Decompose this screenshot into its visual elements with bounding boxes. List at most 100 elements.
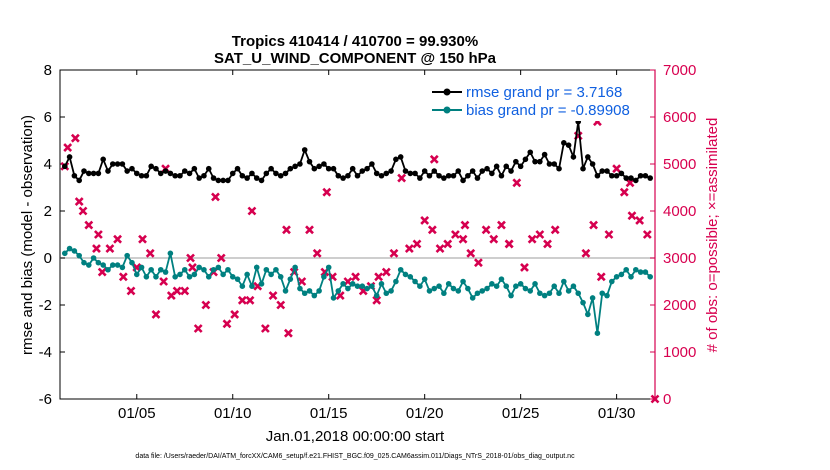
rmse-point: [181, 168, 188, 174]
obs-count-marker: [276, 300, 286, 310]
bias-point: [220, 271, 226, 278]
y-right-tick-label: 5000: [663, 156, 696, 173]
rmse-point: [561, 140, 567, 146]
bias-point: [417, 283, 423, 290]
rmse-point: [580, 165, 586, 172]
bias-point: [76, 252, 82, 259]
data-file-footer: data file: /Users/raeder/DAI/ATM_forcXX/…: [135, 453, 575, 460]
bias-point: [498, 276, 505, 282]
y-right-tick-label: 2000: [663, 297, 696, 314]
obs-count-marker: [283, 328, 293, 338]
rmse-point: [637, 172, 644, 179]
rmse-point: [85, 170, 92, 177]
obs-count-marker: [381, 267, 391, 277]
bias-point: [489, 281, 495, 287]
rmse-point: [76, 177, 82, 184]
bias-point: [287, 276, 294, 282]
obs-count-marker: [268, 291, 278, 301]
bias-point: [90, 255, 97, 261]
obs-count-marker: [650, 394, 660, 404]
obs-count-marker: [372, 295, 382, 305]
bias-point: [445, 281, 452, 287]
bias-point: [441, 290, 447, 297]
bias-point: [388, 288, 394, 294]
rmse-point: [349, 165, 356, 172]
bias-point: [306, 288, 313, 294]
rmse-point: [546, 161, 553, 167]
rmse-point: [119, 161, 126, 167]
rmse-point: [469, 168, 476, 174]
legend-bias-label: bias grand pr = -0.89908: [466, 102, 630, 119]
rmse-point: [172, 172, 178, 179]
bias-point: [277, 274, 284, 280]
bias-point: [532, 281, 538, 287]
rmse-point: [527, 149, 534, 156]
obs-count-marker: [420, 215, 430, 225]
bias-point: [244, 271, 250, 278]
rmse-point: [556, 165, 562, 172]
legend-bias-marker: [443, 106, 451, 114]
obs-count-marker: [282, 225, 291, 235]
rmse-point: [210, 175, 217, 181]
rmse-point: [321, 161, 327, 167]
legend-box: [425, 79, 649, 121]
chart-title-line1: Tropics 410414 / 410700 = 99.930%: [232, 33, 478, 50]
bias-point: [109, 262, 116, 268]
rmse-point: [234, 165, 241, 172]
bias-point: [537, 290, 543, 297]
rmse-point: [609, 172, 615, 179]
rmse-point: [445, 172, 452, 179]
obs-count-marker: [159, 277, 169, 286]
obs-count-marker: [180, 286, 190, 296]
bias-point: [138, 264, 145, 271]
obs-count-marker: [389, 248, 399, 258]
obs-count-marker: [520, 262, 529, 272]
bias-point: [335, 288, 342, 294]
bias-point: [157, 266, 164, 273]
obs-count-marker: [186, 253, 195, 263]
bias-point: [340, 281, 346, 287]
rmse-point: [417, 175, 423, 181]
rmse-point: [364, 165, 370, 172]
bias-point: [210, 266, 217, 273]
bias-point: [330, 295, 337, 301]
bias-point: [325, 264, 332, 271]
y-axis-right-label: # of obs: o=possible; ×=assimilated: [704, 118, 721, 353]
bias-point: [162, 269, 169, 275]
rmse-point: [508, 168, 514, 174]
obs-count-marker: [512, 178, 522, 188]
x-tick-label: 01/25: [502, 405, 540, 422]
y-tick-label: 2: [44, 203, 52, 220]
obs-count-marker: [642, 230, 652, 239]
rmse-point: [205, 165, 212, 172]
rmse-point: [109, 161, 116, 167]
bias-point: [225, 266, 231, 273]
rmse-point: [340, 175, 346, 181]
bias-point: [609, 278, 615, 285]
obs-count-marker: [435, 244, 445, 254]
bias-point: [205, 274, 212, 280]
bias-point: [623, 266, 630, 273]
obs-count-marker: [126, 286, 136, 296]
rmse-point: [474, 175, 481, 181]
bias-point: [85, 262, 92, 268]
obs-count-marker: [322, 187, 332, 197]
bias-point: [421, 276, 428, 282]
rmse-point: [263, 170, 270, 177]
bias-point: [369, 283, 375, 290]
obs-count-marker: [450, 230, 460, 239]
rmse-point: [484, 165, 490, 172]
bias-point: [407, 274, 414, 280]
bias-point: [321, 274, 327, 280]
rmse-point: [330, 165, 337, 172]
rmse-point: [604, 168, 610, 174]
bias-point: [191, 271, 198, 278]
y-right-tick-label: 1000: [663, 344, 696, 361]
legend-rmse-marker: [443, 88, 451, 96]
obs-count-marker: [481, 225, 491, 235]
obs-count-marker: [527, 234, 537, 244]
rmse-point: [455, 168, 462, 174]
bias-point: [450, 285, 457, 292]
bias-point: [522, 285, 529, 292]
obs-count-marker: [404, 244, 414, 254]
